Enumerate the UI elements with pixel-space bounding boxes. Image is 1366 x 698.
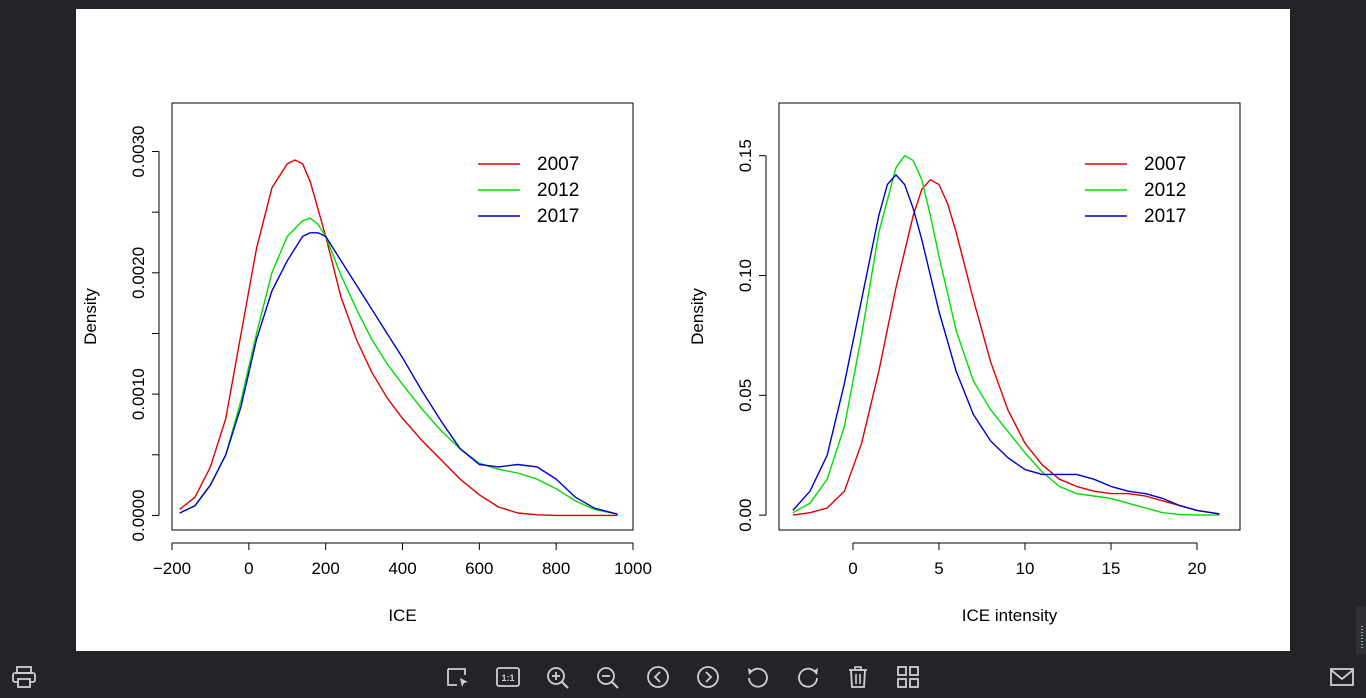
y-tick-label: 0.05 (736, 379, 755, 412)
legend-label: 2017 (537, 206, 579, 227)
series-line-2007 (792, 178, 1220, 516)
y-tick-label: 0.0030 (129, 126, 148, 178)
delete-button[interactable] (844, 663, 872, 691)
image-canvas: −200 0 200 400 600 800 1000 ICE 0.0000 0.0010 0.00… (76, 9, 1290, 651)
print-button[interactable] (10, 663, 38, 691)
x-tick-label: 0 (848, 559, 857, 578)
plot-frame (778, 102, 1241, 531)
series-line-2012 (792, 154, 1220, 516)
mail-button[interactable] (1328, 663, 1356, 691)
y-axis-label: Density (688, 288, 707, 345)
series-line-2007 (179, 159, 618, 517)
zoom-out-icon (597, 667, 619, 689)
rotate-right-button[interactable] (794, 663, 822, 691)
legend: 2007 2012 2017 (1085, 154, 1186, 227)
image-sheet: −200 0 200 400 600 800 1000 ICE 0.0000 0.0010 0.00… (76, 9, 1290, 651)
x-tick-label: 10 (1016, 559, 1035, 578)
actual-size-button[interactable]: 1:1 (494, 663, 522, 691)
legend-label: 2012 (537, 180, 579, 201)
select-region-icon (447, 668, 468, 687)
y-tick-label: 0.0000 (129, 489, 148, 541)
side-scrollbar[interactable] (1356, 606, 1366, 654)
previous-icon (647, 666, 669, 688)
x-tick-label: 20 (1188, 559, 1207, 578)
x-tick-label: 15 (1102, 559, 1121, 578)
series-line-2017 (179, 232, 618, 515)
series-line-2012 (179, 217, 618, 515)
x-tick-label: 800 (542, 559, 570, 578)
chart-panel-1: −200 0 200 400 600 800 1000 ICE 0.0000 0.0010 0.00… (81, 102, 652, 625)
zoom-in-button[interactable] (544, 663, 572, 691)
trash-icon (849, 666, 867, 688)
legend-label: 2017 (1144, 206, 1186, 227)
select-region-button[interactable] (444, 663, 472, 691)
next-icon (697, 666, 719, 688)
density-plots: −200 0 200 400 600 800 1000ICE0.00000.00100.00… (81, 102, 1241, 625)
mail-icon (1330, 668, 1354, 686)
zoom-in-icon (547, 667, 569, 689)
next-button[interactable] (694, 663, 722, 691)
y-axis-label: Density (81, 288, 100, 345)
zoom-out-button[interactable] (594, 663, 622, 691)
x-tick-label: 200 (311, 559, 339, 578)
print-icon (12, 666, 36, 688)
series-line-2017 (792, 174, 1220, 515)
actual-size-icon: 1:1 (496, 667, 520, 687)
y-tick-label: 0.0010 (129, 368, 148, 420)
rotate-left-button[interactable] (744, 663, 772, 691)
y-tick-label: 0.10 (736, 259, 755, 292)
x-tick-label: 600 (465, 559, 493, 578)
rotate-left-icon (748, 667, 768, 688)
legend-label: 2007 (1144, 154, 1186, 175)
plot-frame (171, 102, 634, 531)
y-tick-label: 0.0020 (129, 247, 148, 299)
legend: 2007 2012 2017 (478, 154, 579, 227)
x-axis-label: ICE (388, 606, 416, 625)
legend-label: 2007 (537, 154, 579, 175)
previous-button[interactable] (644, 663, 672, 691)
viewer-toolbar: 1:1 (0, 655, 1366, 698)
x-axis-label: ICE intensity (962, 606, 1058, 625)
y-tick-label: 0.15 (736, 139, 755, 172)
x-tick-label: 400 (388, 559, 416, 578)
x-tick-label: −200 (153, 559, 191, 578)
legend-label: 2012 (1144, 180, 1186, 201)
actual-size-label: 1:1 (501, 673, 514, 683)
gallery-button[interactable] (894, 663, 922, 691)
x-tick-label: 5 (934, 559, 943, 578)
rotate-right-icon (798, 667, 818, 688)
chart-panel-2: 0 5 10 15 20 ICE intensity 0.00 0.05 0.10 0.15 Den… (688, 102, 1241, 625)
grid-icon (897, 666, 919, 688)
x-tick-label: 0 (244, 559, 253, 578)
x-tick-label: 1000 (614, 559, 652, 578)
y-tick-label: 0.00 (736, 499, 755, 532)
